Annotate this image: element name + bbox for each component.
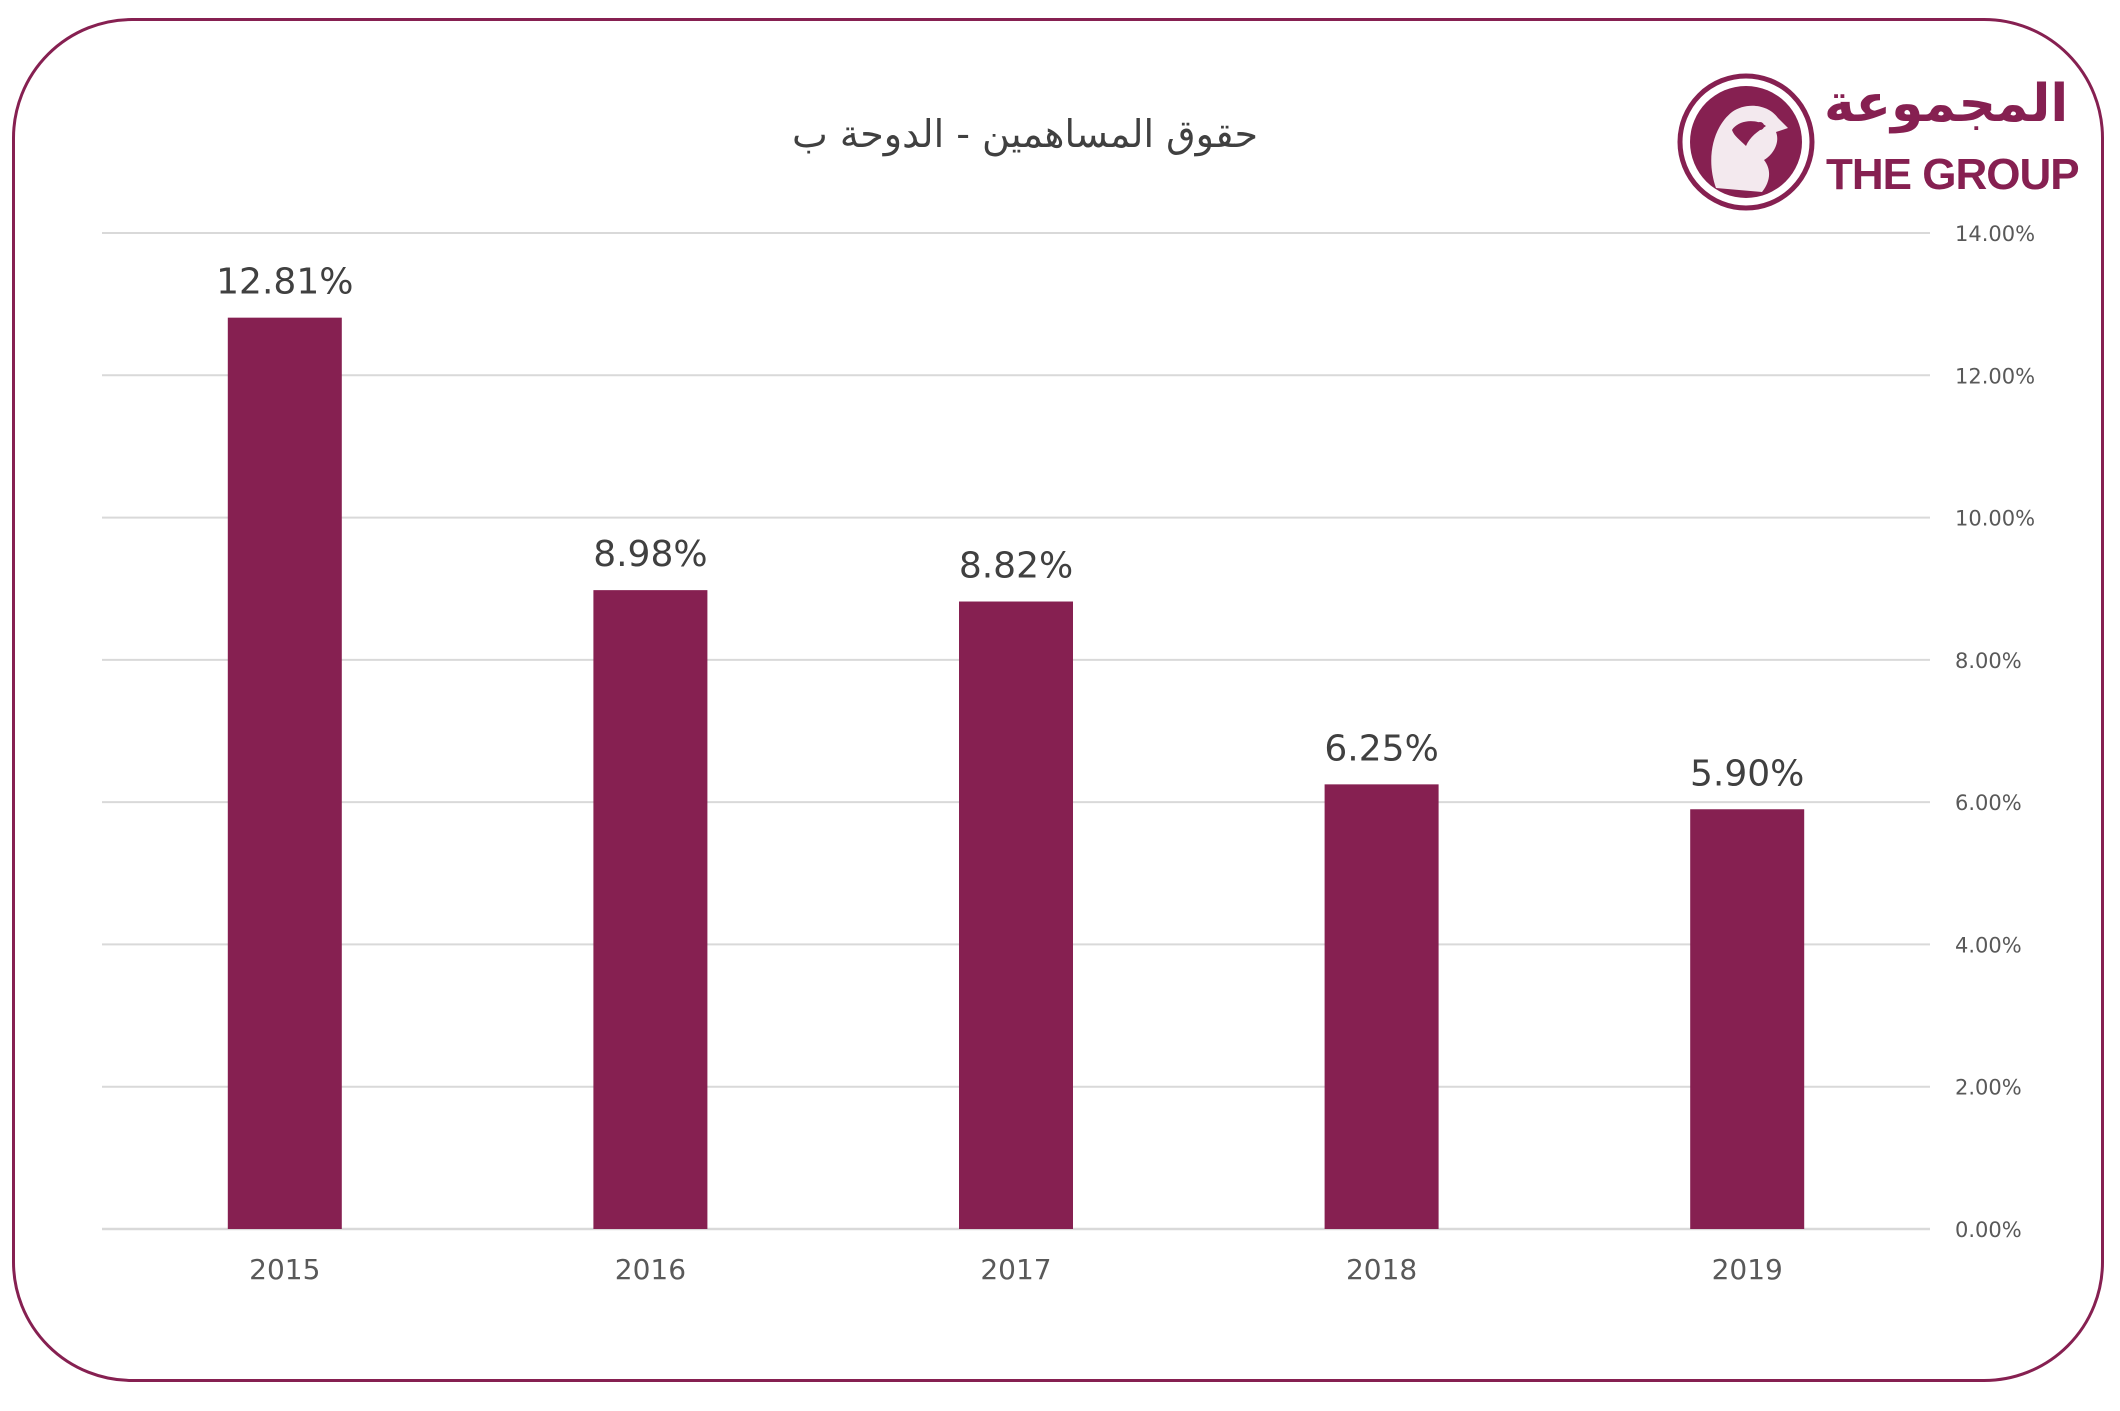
chart-frame (12, 18, 2104, 1382)
x-tick-label: 2017 (980, 1253, 1051, 1286)
falcon-emblem-icon (1677, 73, 1815, 211)
y-tick-label: 12.00% (1955, 364, 2035, 388)
x-tick-label: 2015 (249, 1253, 320, 1286)
company-logo (1676, 70, 2016, 220)
data-label: 6.25% (1324, 728, 1438, 769)
x-tick-label: 2019 (1712, 1253, 1783, 1286)
x-tick-label: 2018 (1346, 1253, 1417, 1286)
y-tick-label: 2.00% (1955, 1076, 2022, 1100)
bar (593, 590, 708, 1229)
y-tick-label: 8.00% (1955, 649, 2022, 673)
data-label: 12.81% (216, 262, 353, 303)
bar (959, 601, 1073, 1229)
y-tick-label: 6.00% (1955, 791, 2022, 815)
bar (1690, 809, 1805, 1229)
y-tick-label: 0.00% (1955, 1218, 2022, 1242)
data-label: 8.82% (959, 546, 1073, 587)
y-tick-label: 10.00% (1955, 507, 2035, 531)
y-tick-label: 14.00% (1955, 222, 2035, 246)
data-label: 8.98% (593, 534, 707, 575)
data-label: 5.90% (1690, 753, 1804, 794)
bar (1324, 784, 1439, 1229)
logo-text-english: THE GROUP (1826, 150, 2080, 199)
logo-text-arabic: المجموعة (1824, 74, 2069, 134)
x-tick-label: 2016 (615, 1253, 686, 1286)
chart-title: حقوق المساهمين - الدوحة ب (792, 112, 1258, 156)
bar (227, 317, 342, 1229)
y-tick-label: 4.00% (1955, 933, 2022, 957)
